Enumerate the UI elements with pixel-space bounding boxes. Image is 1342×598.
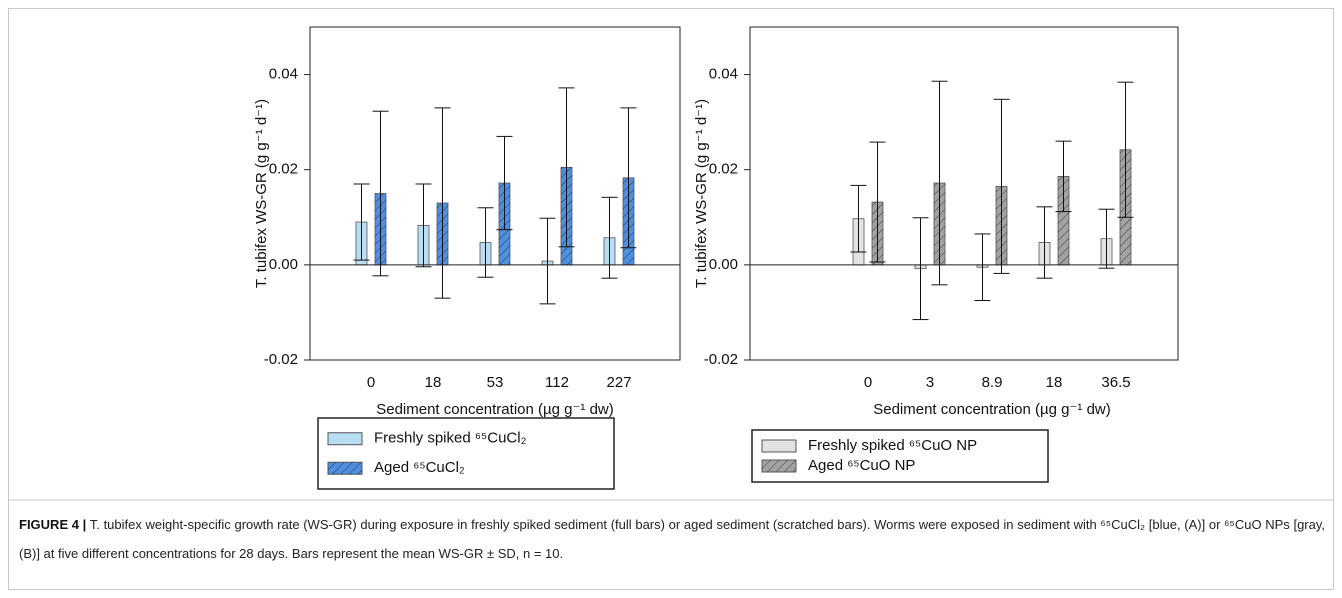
- legend-label: Aged ⁶⁵CuCl₂: [374, 459, 465, 476]
- x-axis-label: Sediment concentration (µg g⁻¹ dw): [873, 401, 1111, 418]
- plot-frame: [309, 26, 681, 361]
- x-tick-label: 0: [864, 374, 872, 391]
- x-tick-label: 36.5: [1101, 374, 1130, 391]
- legend-swatch: [327, 432, 363, 446]
- y-tick-label: 0.04: [269, 66, 298, 83]
- caption-text: T. tubifex weight-specific growth rate (…: [19, 517, 1326, 561]
- y-tick-label: 0.02: [709, 161, 738, 178]
- legend-label: Aged ⁶⁵CuO NP: [808, 457, 915, 474]
- legend-box: [751, 429, 1049, 483]
- x-axis-label: Sediment concentration (µg g⁻¹ dw): [376, 401, 614, 418]
- x-tick-label: 18: [1046, 374, 1063, 391]
- x-tick-label: 53: [487, 374, 504, 391]
- y-tick-label: 0.04: [709, 66, 738, 83]
- y-axis-label: T. tubifex WS-GR (g g⁻¹ d⁻¹): [693, 99, 710, 288]
- x-tick-label: 227: [606, 374, 631, 391]
- y-tick-label: 0.00: [709, 256, 738, 273]
- y-tick-label: -0.02: [704, 351, 738, 368]
- x-tick-label: 18: [425, 374, 442, 391]
- legend-box: [317, 417, 615, 490]
- caption-label: FIGURE 4 |: [19, 517, 87, 532]
- chart: -0.02 0.00 0.02 0.04 0 18 53 112 227 T. tubifex W…: [9, 26, 1333, 501]
- y-tick-label: 0.00: [269, 256, 298, 273]
- legend-label: Freshly spiked ⁶⁵CuCl₂: [374, 430, 527, 447]
- x-tick-label: 3: [926, 374, 934, 391]
- legend-swatch: [761, 439, 797, 453]
- figure-frame: [8, 8, 1334, 590]
- plot-frame: [749, 26, 1179, 361]
- legend-swatch-hatch: [328, 462, 362, 475]
- x-tick-label: 112: [545, 374, 569, 391]
- y-tick-label: -0.02: [264, 351, 298, 368]
- x-tick-label: 0: [367, 374, 375, 391]
- legend-label: Freshly spiked ⁶⁵CuO NP: [808, 437, 977, 454]
- legend-swatch-hatch: [762, 460, 796, 472]
- y-axis-label: T. tubifex WS-GR (g g⁻¹ d⁻¹): [253, 99, 270, 288]
- y-tick-label: 0.02: [269, 161, 298, 178]
- x-tick-label: 8.9: [982, 374, 1003, 391]
- caption: FIGURE 4 | T. tubifex weight-specific gr…: [19, 510, 1325, 568]
- bar-hatch: [1058, 176, 1069, 265]
